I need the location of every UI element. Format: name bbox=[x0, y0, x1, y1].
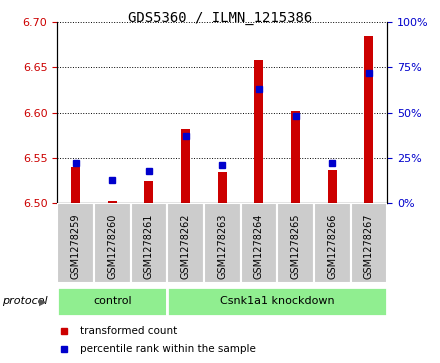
Text: control: control bbox=[93, 296, 132, 306]
Bar bbox=[181, 129, 190, 203]
Text: transformed count: transformed count bbox=[81, 326, 178, 336]
Text: GSM1278267: GSM1278267 bbox=[364, 214, 374, 279]
Bar bbox=[131, 203, 167, 283]
Text: GSM1278260: GSM1278260 bbox=[107, 214, 117, 279]
Bar bbox=[94, 203, 131, 283]
Bar bbox=[314, 203, 351, 283]
Bar bbox=[108, 201, 117, 203]
Bar bbox=[57, 287, 167, 316]
Bar bbox=[254, 60, 264, 203]
Bar bbox=[144, 180, 154, 203]
Bar bbox=[291, 111, 300, 203]
Text: GSM1278259: GSM1278259 bbox=[70, 214, 81, 279]
Text: GDS5360 / ILMN_1215386: GDS5360 / ILMN_1215386 bbox=[128, 11, 312, 25]
Bar bbox=[351, 203, 387, 283]
Text: GSM1278263: GSM1278263 bbox=[217, 214, 227, 279]
Text: GSM1278264: GSM1278264 bbox=[254, 214, 264, 279]
Text: GSM1278262: GSM1278262 bbox=[180, 214, 191, 279]
Text: ▶: ▶ bbox=[39, 296, 47, 306]
Bar bbox=[57, 203, 94, 283]
Text: percentile rank within the sample: percentile rank within the sample bbox=[81, 344, 256, 354]
Text: protocol: protocol bbox=[2, 296, 48, 306]
Bar bbox=[328, 170, 337, 203]
Bar bbox=[71, 167, 80, 203]
Text: GSM1278265: GSM1278265 bbox=[290, 214, 301, 279]
Bar bbox=[218, 171, 227, 203]
Bar bbox=[241, 203, 277, 283]
Bar bbox=[167, 203, 204, 283]
Bar bbox=[277, 203, 314, 283]
Text: Csnk1a1 knockdown: Csnk1a1 knockdown bbox=[220, 296, 334, 306]
Bar bbox=[167, 287, 387, 316]
Bar bbox=[204, 203, 241, 283]
Text: GSM1278261: GSM1278261 bbox=[144, 214, 154, 279]
Bar bbox=[364, 36, 374, 203]
Text: GSM1278266: GSM1278266 bbox=[327, 214, 337, 279]
